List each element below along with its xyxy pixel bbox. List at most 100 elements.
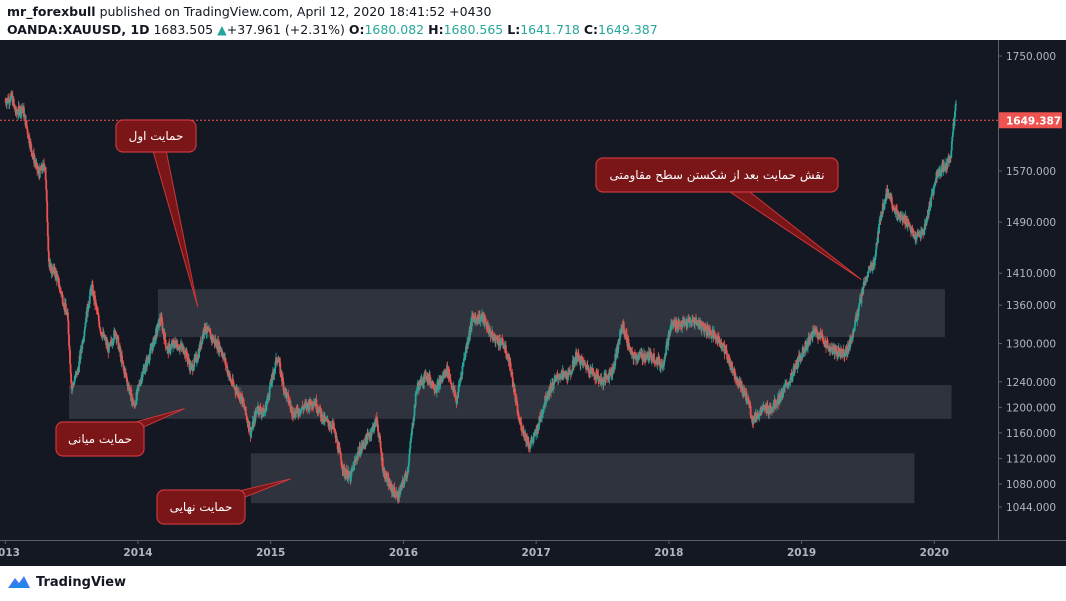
candle-body: [362, 441, 365, 446]
candle-body: [838, 351, 841, 352]
candle-body: [489, 332, 492, 337]
candle-body: [114, 330, 117, 336]
candle-body: [837, 347, 840, 357]
candle-body: [852, 329, 854, 338]
candle-body: [268, 396, 271, 399]
candle-body: [155, 328, 157, 340]
candle-body: [229, 376, 232, 381]
candle-body: [556, 374, 559, 378]
candle-body: [855, 320, 858, 322]
candle-body: [633, 352, 636, 355]
candle-body: [327, 422, 330, 427]
candle-body: [100, 332, 103, 336]
candle-body: [520, 430, 523, 432]
candle-body: [882, 208, 885, 211]
candle-body: [82, 336, 85, 340]
candle-body: [550, 389, 553, 393]
candle-body: [39, 167, 42, 170]
high-label: H:: [428, 22, 444, 37]
candle-body: [365, 435, 368, 440]
tradingview-brand[interactable]: TradingView: [7, 574, 126, 590]
candle-body: [192, 369, 195, 371]
candle-body: [707, 332, 710, 334]
candle-body: [789, 377, 792, 383]
candle-body: [125, 377, 128, 382]
candle-body: [452, 386, 455, 393]
support-zone-3: [250, 453, 915, 504]
candle-body: [471, 315, 473, 327]
candle-body: [172, 341, 175, 343]
publish-info: published on TradingView.com, April 12, …: [99, 4, 492, 19]
candle-body: [91, 284, 94, 286]
candle-body: [764, 405, 767, 411]
candle-body: [413, 415, 415, 421]
candle-body: [398, 494, 401, 498]
candle-body: [251, 427, 254, 430]
author-name[interactable]: mr_forexbull: [7, 4, 96, 19]
candle-body: [829, 350, 832, 353]
candle-body: [130, 398, 133, 402]
symbol-name[interactable]: OANDA:XAUUSD, 1D: [7, 22, 150, 37]
candle-body: [17, 113, 19, 115]
candle-body: [243, 403, 246, 408]
candle-body: [502, 343, 505, 348]
candle-body: [946, 158, 949, 168]
candle-body: [407, 466, 410, 473]
candle-body: [460, 374, 463, 378]
candle-body: [938, 171, 940, 177]
candle-body: [121, 355, 123, 361]
candle-body: [488, 326, 491, 329]
candle-body: [499, 342, 502, 347]
candle-body: [945, 163, 948, 168]
candle-body: [913, 236, 916, 238]
candle-body: [250, 432, 252, 437]
candle-body: [312, 403, 315, 407]
candle-body: [177, 345, 180, 350]
candle-body: [141, 376, 144, 381]
candle-body: [622, 322, 625, 329]
chart-area[interactable]: 1750.000 1570.000 1490.000 1410.000 1360.000…: [0, 40, 1066, 566]
candle-body: [203, 331, 206, 334]
candle-body: [64, 303, 67, 311]
candle-body: [929, 201, 931, 207]
candle-body: [692, 320, 695, 323]
candle-body: [792, 370, 794, 374]
candle-body: [576, 360, 578, 362]
candle-body: [273, 371, 276, 376]
candle-body: [386, 476, 389, 480]
candle-body: [304, 403, 307, 405]
candle-body: [604, 373, 607, 382]
candle-body: [52, 267, 54, 274]
candle-body: [255, 411, 258, 414]
candle-body: [498, 338, 500, 346]
candle-body: [570, 372, 573, 374]
price-axis-label: 1410.000: [1006, 268, 1056, 280]
candle-body: [34, 160, 36, 163]
price-chart[interactable]: 1750.000 1570.000 1490.000 1410.000 1360.000…: [0, 40, 1066, 566]
price-axis-label: 1160.000: [1006, 428, 1056, 440]
candle-body: [940, 167, 943, 173]
candle-body: [340, 458, 343, 465]
candle-body: [582, 360, 585, 366]
candle-body: [760, 408, 763, 411]
candle-body: [112, 339, 115, 343]
candle-body: [650, 360, 653, 361]
candle-body: [144, 363, 147, 370]
candle-body: [895, 208, 898, 211]
candle-body: [662, 365, 664, 368]
candle-body: [595, 371, 598, 381]
candle-body: [200, 342, 203, 348]
candle-body: [505, 345, 507, 354]
candle-body: [379, 435, 381, 442]
callout-text: حمایت اول: [129, 129, 184, 144]
candle-body: [617, 349, 619, 354]
candle-body: [382, 471, 385, 474]
candle-body: [950, 150, 953, 158]
candle-body: [403, 479, 406, 485]
candle-body: [68, 345, 71, 351]
candle-body: [245, 415, 248, 421]
candle-body: [19, 112, 22, 115]
candle-body: [908, 224, 911, 228]
candle-body: [60, 290, 62, 295]
candle-body: [256, 410, 259, 412]
